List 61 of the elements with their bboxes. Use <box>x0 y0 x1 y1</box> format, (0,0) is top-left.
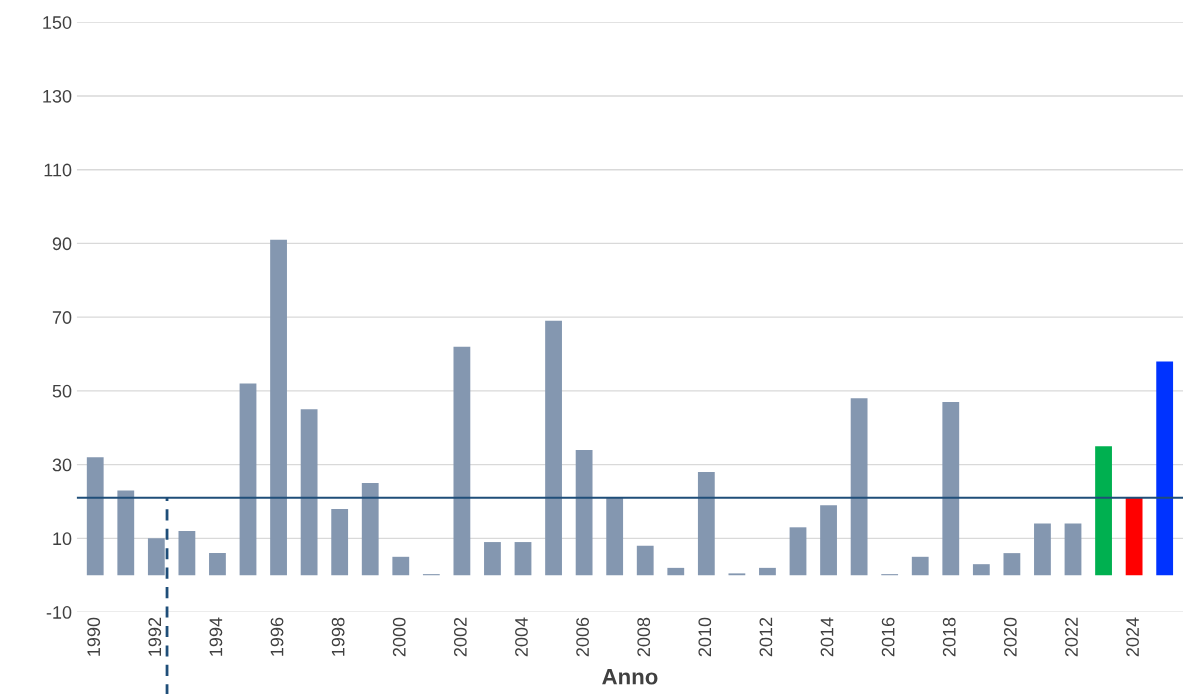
y-tick-label: 70 <box>52 311 72 324</box>
bar <box>147 538 165 576</box>
bar <box>759 567 776 576</box>
x-tick-label: 1994 <box>209 617 223 656</box>
x-tick-label: 2022 <box>1065 617 1078 657</box>
y-tick-label: 30 <box>52 458 72 472</box>
y-tick-label: -10 <box>46 606 72 619</box>
y-tick-label: 50 <box>52 384 72 398</box>
bar <box>86 457 104 576</box>
x-tick-label: 2004 <box>515 617 528 657</box>
bar <box>331 508 349 576</box>
bar <box>514 542 532 576</box>
y-tick-label: 110 <box>44 163 72 177</box>
bar <box>1064 523 1082 576</box>
x-tick-label: 1990 <box>87 617 101 656</box>
bar <box>117 490 135 576</box>
x-tick-label: 1992 <box>148 617 162 656</box>
bar <box>820 505 837 576</box>
bar <box>697 472 715 576</box>
x-tick-label: 1998 <box>331 617 345 656</box>
x-tick-label: 2020 <box>1003 617 1017 657</box>
x-tick-label: 1996 <box>270 617 284 656</box>
bar <box>239 383 257 576</box>
x-tick-label: 2010 <box>698 617 712 657</box>
x-tick-label: 2012 <box>759 617 773 657</box>
bar <box>942 401 960 576</box>
bar <box>636 545 654 576</box>
bar <box>850 398 868 576</box>
bar <box>1125 497 1143 576</box>
x-tick-label: 2016 <box>881 617 895 657</box>
bar <box>1095 446 1112 576</box>
bar <box>575 449 593 576</box>
x-tick-label: 2008 <box>637 617 651 657</box>
y-tick-label: 90 <box>52 237 72 251</box>
bar <box>361 483 379 576</box>
bar <box>484 542 501 576</box>
y-tick-label: 10 <box>53 532 72 546</box>
bar <box>300 409 318 576</box>
bar <box>270 239 287 576</box>
x-tick-label: 2018 <box>942 617 956 657</box>
y-tick-label: 130 <box>43 89 72 103</box>
y-tick-label: 150 <box>43 16 72 29</box>
bar <box>545 320 562 576</box>
x-tick-label: 2006 <box>576 617 589 657</box>
bar <box>209 553 226 576</box>
bar <box>667 567 685 576</box>
x-tick-label: 2014 <box>820 617 834 657</box>
x-tick-label: 2000 <box>392 617 406 657</box>
bar <box>392 556 410 576</box>
bar <box>972 564 990 576</box>
bar <box>911 556 929 576</box>
bar <box>1034 523 1051 576</box>
bar <box>1003 553 1021 576</box>
bar <box>606 497 624 576</box>
bar <box>453 346 471 576</box>
bar <box>789 527 807 576</box>
bar <box>178 531 196 576</box>
x-tick-label: 2024 <box>1126 617 1139 657</box>
x-tick-label: 2002 <box>453 617 467 657</box>
bar <box>1156 361 1174 576</box>
x-axis-title: Anno <box>602 669 658 685</box>
